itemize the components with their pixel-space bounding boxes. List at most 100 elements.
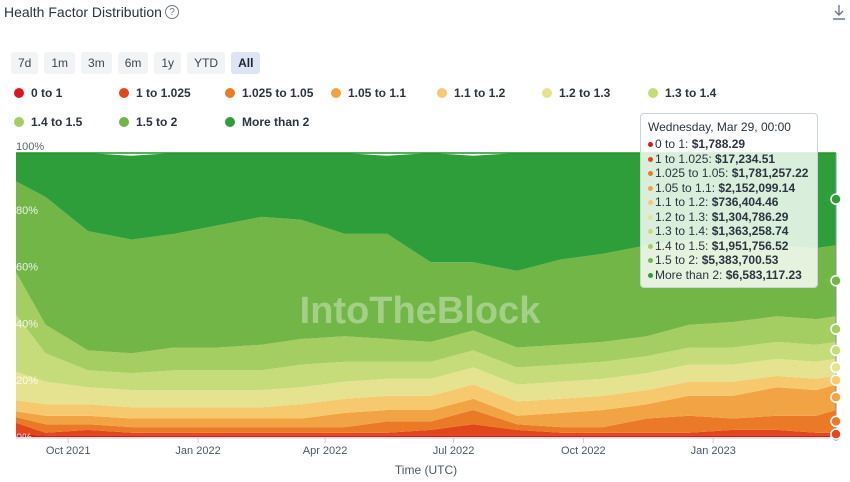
legend-label: 1.3 to 1.4: [665, 86, 717, 100]
legend-dot: [648, 88, 658, 98]
area-series-1-to-1-025[interactable]: [16, 422, 836, 436]
y-tick-label: 40%: [16, 318, 38, 330]
tooltip-row: 1.5 to 2: $5,383,700.53: [648, 253, 810, 268]
area-series-1-5-to-2[interactable]: [16, 181, 836, 354]
area-series-1-1-to-1-2[interactable]: [16, 375, 836, 419]
legend-label: 0 to 1: [31, 86, 63, 100]
legend-label: 1 to 1.025: [136, 86, 191, 100]
range-1y-button[interactable]: 1y: [154, 52, 182, 74]
range-3m-button[interactable]: 3m: [81, 52, 112, 74]
tooltip-value: $2,152,099.14: [718, 180, 796, 195]
range-ytd-button[interactable]: YTD: [187, 52, 226, 74]
range-6m-button[interactable]: 6m: [117, 52, 149, 74]
hover-marker: [830, 374, 842, 386]
legend-item-1-to-1-025[interactable]: 1 to 1.025: [119, 86, 191, 100]
tooltip-dot: [648, 243, 653, 249]
range-1m-button[interactable]: 1m: [44, 52, 76, 74]
tooltip-dot: [648, 214, 653, 220]
tooltip-row: 1.1 to 1.2: $736,404.46: [648, 195, 810, 210]
tooltip-label: 1.2 to 1.3:: [655, 209, 712, 224]
tooltip-label: 1.05 to 1.1:: [655, 180, 719, 195]
legend-label: 1.1 to 1.2: [454, 86, 506, 100]
tooltip-label: 1.5 to 2:: [655, 253, 702, 267]
tooltip-value: $1,788.29: [691, 137, 746, 151]
tooltip-dot: [648, 272, 653, 278]
legend-item-1-025-to-1-05[interactable]: 1.025 to 1.05: [225, 86, 313, 100]
tooltip-dot: [648, 142, 653, 148]
tooltip-row: 1.05 to 1.1: $2,152,099.14: [648, 181, 810, 196]
legend-label: 1.5 to 2: [136, 115, 178, 129]
tooltip-rows: 0 to 1: $1,788.29 1 to 1.025: $17,234.51 1…: [648, 137, 810, 282]
tooltip-date: Wednesday, Mar 29, 00:00: [648, 120, 791, 134]
tooltip-value: $5,383,700.53: [701, 253, 779, 267]
tooltip-value: $736,404.46: [711, 195, 779, 209]
hover-marker: [830, 428, 842, 440]
area-series-1-3-to-1-4[interactable]: [16, 314, 836, 391]
x-tick-label: Jan 2022: [175, 445, 220, 457]
tooltip-row: 1.2 to 1.3: $1,304,786.29: [648, 210, 810, 225]
area-series-1-4-to-1-5[interactable]: [16, 272, 836, 374]
question-circle-icon[interactable]: ?: [165, 5, 179, 19]
y-tick-label: 20%: [16, 375, 38, 387]
area-series-1-2-to-1-3[interactable]: [16, 358, 836, 408]
y-tick-label: 100%: [16, 141, 44, 153]
legend-item-1-4-to-1-5[interactable]: 1.4 to 1.5: [14, 115, 82, 129]
legend-dot: [119, 88, 129, 98]
tooltip-label: More than 2:: [655, 267, 726, 282]
tooltip-row: 1.3 to 1.4: $1,363,258.74: [648, 224, 810, 239]
y-tick-label: 80%: [16, 205, 38, 217]
hover-marker: [830, 275, 842, 287]
legend-dot: [119, 117, 129, 127]
tooltip-dot: [648, 200, 653, 206]
time-range-selector: 7d 1m 3m 6m 1y YTD All: [11, 52, 261, 74]
legend-item-1-3-to-1-4[interactable]: 1.3 to 1.4: [648, 86, 716, 100]
tooltip-value: $6,583,117.23: [725, 267, 802, 282]
tooltip-value: $1,304,786.29: [711, 209, 789, 224]
hover-marker: [830, 415, 842, 428]
chart-title: Health Factor Distribution: [4, 4, 162, 20]
legend-item-1-05-to-1-1[interactable]: 1.05 to 1.1: [331, 86, 406, 100]
tooltip-label: 1.025 to 1.05:: [655, 166, 732, 180]
tooltip-dot: [648, 258, 653, 264]
legend-dot: [437, 88, 447, 98]
area-series-1-025-to-1-05[interactable]: [16, 410, 836, 433]
x-axis-title: Time (UTC): [395, 463, 457, 477]
legend-label: More than 2: [242, 115, 310, 129]
download-icon[interactable]: [832, 4, 846, 20]
y-tick-label: 60%: [16, 262, 38, 274]
tooltip-row: 1 to 1.025: $17,234.51: [648, 152, 810, 167]
tooltip-value: $1,951,756.52: [711, 238, 789, 253]
legend-item-1-2-to-1-3[interactable]: 1.2 to 1.3: [542, 86, 610, 100]
hover-marker: [830, 361, 842, 374]
legend-item-1-5-to-2[interactable]: 1.5 to 2: [119, 115, 177, 129]
chart-tooltip: Wednesday, Mar 29, 00:00 0 to 1: $1,788.…: [640, 113, 818, 288]
tooltip-value: $17,234.51: [715, 151, 776, 166]
tooltip-dot: [648, 156, 653, 162]
tooltip-label: 1 to 1.025:: [655, 151, 716, 166]
legend-dot: [14, 88, 24, 98]
legend-label: 1.025 to 1.05: [242, 86, 314, 100]
legend-item-0-to-1[interactable]: 0 to 1: [14, 86, 62, 100]
watermark-text: IntoTheBlock: [300, 290, 542, 332]
legend-label: 1.4 to 1.5: [31, 115, 83, 129]
range-7d-button[interactable]: 7d: [11, 52, 39, 74]
legend-dot: [542, 88, 552, 98]
area-series-more-than-2[interactable]: [16, 153, 836, 271]
x-tick-label: Apr 2022: [303, 445, 348, 457]
tooltip-row: 1.4 to 1.5: $1,951,756.52: [648, 239, 810, 254]
x-tick-label: Oct 2022: [561, 445, 606, 457]
tooltip-label: 1.4 to 1.5:: [655, 238, 712, 253]
legend-item-1-1-to-1-2[interactable]: 1.1 to 1.2: [437, 86, 505, 100]
tooltip-row: 0 to 1: $1,788.29: [648, 137, 810, 152]
legend-item-more-than-2[interactable]: More than 2: [225, 115, 309, 129]
x-tick-label: Jul 2022: [433, 445, 475, 457]
hover-marker: [830, 391, 842, 403]
range-all-button[interactable]: All: [231, 52, 261, 74]
legend-dot: [225, 88, 235, 98]
hover-marker: [830, 323, 842, 335]
tooltip-value: $1,363,258.74: [711, 224, 789, 238]
x-tick-label: Oct 2021: [46, 445, 91, 457]
area-series-1-05-to-1-1[interactable]: [16, 384, 836, 428]
hover-marker: [830, 193, 842, 205]
